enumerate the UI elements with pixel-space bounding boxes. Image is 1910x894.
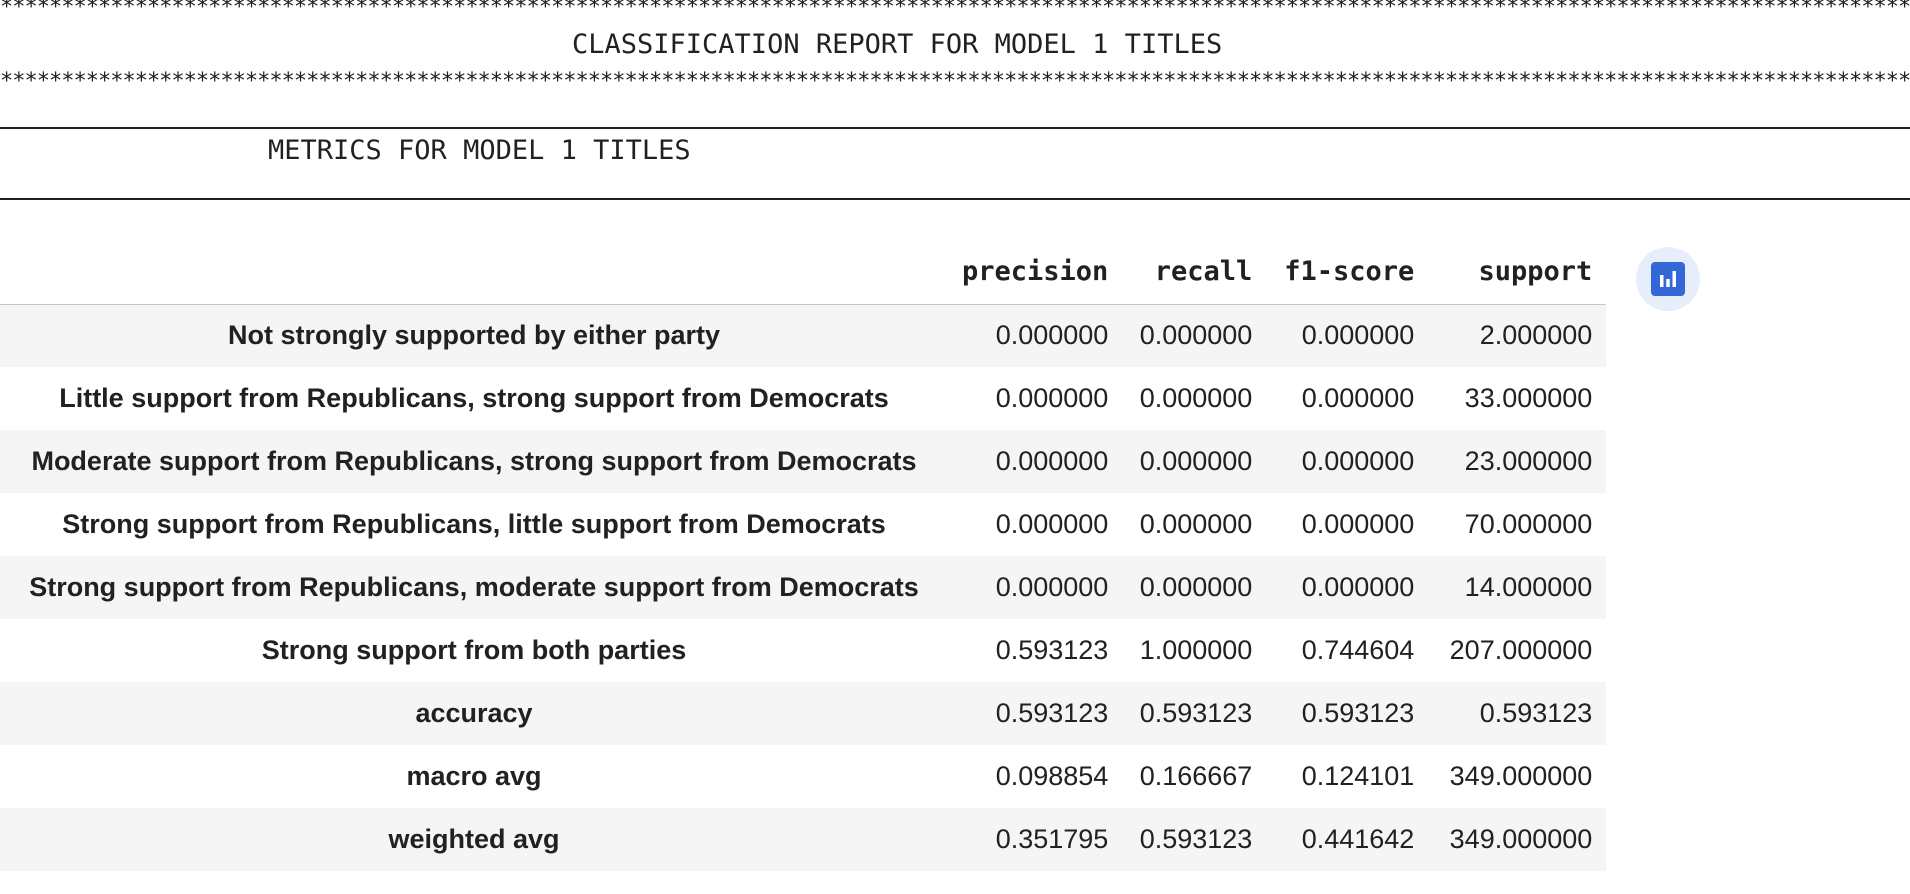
table-row: weighted avg 0.351795 0.593123 0.441642 …	[0, 808, 1607, 871]
recall-cell: 1.000000	[1139, 635, 1253, 665]
index-header	[0, 240, 948, 305]
table-row: Strong support from Republicans, moderat…	[0, 556, 1607, 619]
support-cell: 33.000000	[1464, 383, 1593, 413]
row-label: weighted avg	[388, 824, 560, 854]
divider-line-top	[0, 127, 1910, 129]
divider-line-bottom	[0, 198, 1910, 200]
suggest-chart-button[interactable]	[1636, 247, 1700, 311]
table-row: Moderate support from Republicans, stron…	[0, 430, 1607, 493]
stars-divider-bottom: ****************************************…	[0, 70, 1910, 94]
precision-cell: 0.000000	[995, 446, 1109, 476]
f1-score-cell: 0.000000	[1301, 572, 1415, 602]
precision-cell: 0.000000	[995, 320, 1109, 351]
support-cell: 0.593123	[1479, 698, 1593, 728]
row-label: macro avg	[406, 761, 542, 791]
row-label: Strong support from both parties	[261, 635, 687, 665]
f1-score-cell: 0.124101	[1301, 761, 1415, 791]
row-label: accuracy	[415, 698, 533, 728]
recall-cell: 0.000000	[1139, 383, 1253, 413]
precision-cell: 0.098854	[995, 761, 1109, 791]
row-label: Strong support from Republicans, moderat…	[29, 572, 919, 602]
recall-cell: 0.000000	[1139, 509, 1253, 539]
support-cell: 70.000000	[1464, 509, 1593, 539]
f1-score-cell: 0.000000	[1301, 383, 1415, 413]
stars-divider-top: ****************************************…	[0, 0, 1910, 20]
row-label: Moderate support from Republicans, stron…	[31, 446, 917, 476]
report-title: CLASSIFICATION REPORT FOR MODEL 1 TITLES	[572, 29, 1223, 60]
support-cell: 23.000000	[1464, 446, 1593, 476]
recall-cell: 0.000000	[1139, 572, 1253, 602]
row-label: Little support from Republicans, strong …	[59, 383, 889, 413]
table-row: accuracy 0.593123 0.593123 0.593123 0.59…	[0, 682, 1607, 745]
column-header-support: support	[1428, 240, 1607, 305]
f1-score-cell: 0.000000	[1301, 320, 1415, 351]
precision-cell: 0.000000	[995, 383, 1109, 413]
precision-cell: 0.000000	[995, 509, 1109, 539]
precision-cell: 0.000000	[995, 572, 1109, 602]
f1-score-cell: 0.000000	[1301, 509, 1415, 539]
column-header-recall: recall	[1122, 240, 1267, 305]
table-row: Little support from Republicans, strong …	[0, 367, 1607, 430]
table-header-row: precision recall f1-score support	[0, 240, 1607, 305]
recall-cell: 0.593123	[1139, 824, 1253, 854]
f1-score-cell: 0.000000	[1301, 446, 1415, 476]
precision-cell: 0.593123	[995, 635, 1109, 665]
table-row: Not strongly supported by either party 0…	[0, 304, 1607, 367]
support-cell: 14.000000	[1464, 572, 1593, 602]
recall-cell: 0.593123	[1139, 698, 1253, 728]
support-cell: 207.000000	[1449, 635, 1593, 665]
table-row: Strong support from both parties 0.59312…	[0, 619, 1607, 682]
precision-cell: 0.351795	[995, 824, 1109, 854]
recall-cell: 0.166667	[1139, 761, 1253, 791]
row-label: Not strongly supported by either party	[227, 320, 721, 351]
precision-cell: 0.593123	[995, 698, 1109, 728]
bar-chart-icon	[1651, 262, 1685, 296]
table-row: Strong support from Republicans, little …	[0, 493, 1607, 556]
column-header-f1-score: f1-score	[1266, 240, 1429, 305]
table-row: macro avg 0.098854 0.166667 0.124101 349…	[0, 745, 1607, 808]
column-header-precision: precision	[948, 240, 1123, 305]
metrics-title: METRICS FOR MODEL 1 TITLES	[268, 135, 691, 166]
metrics-table: precision recall f1-score support Not st…	[0, 240, 1607, 871]
support-cell: 2.000000	[1479, 320, 1593, 351]
support-cell: 349.000000	[1449, 761, 1593, 791]
support-cell: 349.000000	[1449, 824, 1593, 854]
recall-cell: 0.000000	[1139, 320, 1253, 351]
recall-cell: 0.000000	[1139, 446, 1253, 476]
f1-score-cell: 0.744604	[1301, 635, 1415, 665]
f1-score-cell: 0.593123	[1301, 698, 1415, 728]
row-label: Strong support from Republicans, little …	[62, 509, 886, 539]
f1-score-cell: 0.441642	[1301, 824, 1415, 854]
